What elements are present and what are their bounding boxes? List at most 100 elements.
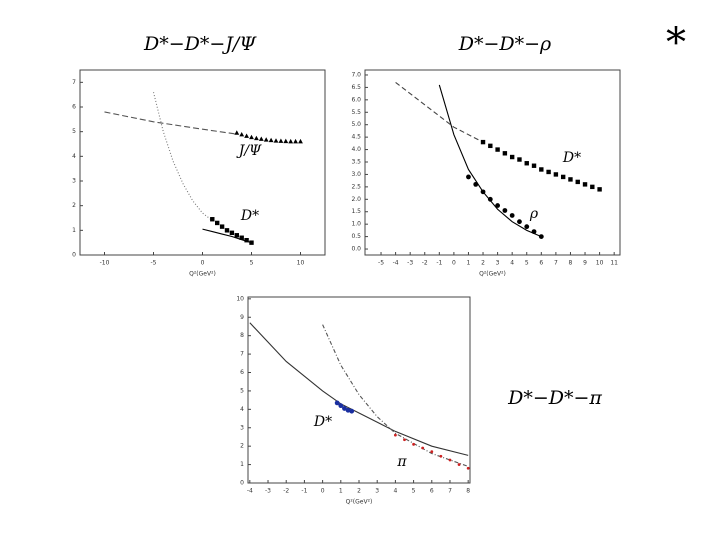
data-point	[546, 169, 551, 175]
x-tick-label: 4	[393, 488, 397, 495]
curve-label: D*	[562, 150, 581, 166]
y-tick-label: 2.5	[351, 183, 361, 190]
y-tick-label: 1.5	[351, 208, 361, 215]
x-tick-label: -3	[407, 260, 413, 267]
x-tick-label: 2	[481, 260, 485, 267]
y-tick-label: 5	[72, 128, 76, 135]
data-point	[553, 172, 559, 177]
data-point	[349, 408, 355, 414]
x-tick-label: 1	[467, 260, 471, 267]
data-point	[597, 187, 602, 192]
y-tick-label: 2.0	[351, 196, 361, 203]
data-point	[531, 163, 537, 168]
data-point	[517, 157, 522, 162]
data-point	[448, 458, 452, 462]
x-tick-label: -2	[283, 488, 289, 495]
curve-label: D*	[313, 414, 332, 430]
x-tick-label: 0	[321, 488, 325, 495]
data-point	[439, 454, 443, 458]
y-tick-label: 5.5	[351, 109, 361, 116]
curve-label: π	[396, 454, 407, 470]
data-point	[234, 130, 240, 135]
data-point	[524, 224, 530, 230]
curve-label: J/Ψ	[236, 143, 262, 159]
data-point	[495, 203, 500, 208]
data-point	[509, 154, 515, 160]
data-point	[249, 134, 254, 140]
chart-title: D*−D*−π	[507, 387, 602, 409]
x-tick-label: 8	[569, 260, 573, 267]
y-tick-label: 7	[240, 351, 244, 358]
data-point	[539, 167, 544, 172]
data-point	[258, 136, 264, 141]
y-tick-label: 5.0	[351, 121, 361, 128]
y-tick-label: 3.5	[351, 159, 361, 166]
data-point	[298, 138, 303, 144]
y-tick-label: 8	[240, 332, 244, 339]
x-tick-label: 5	[412, 488, 416, 495]
data-point	[219, 224, 225, 229]
data-point	[582, 182, 588, 187]
x-tick-label: 1	[339, 488, 343, 495]
y-tick-label: 7	[72, 79, 76, 86]
data-point	[568, 177, 573, 182]
y-tick-label: 0.5	[351, 233, 361, 240]
data-point	[473, 181, 479, 187]
y-tick-label: 6.0	[351, 96, 361, 103]
x-tick-label: 7	[554, 260, 558, 267]
x-tick-label: 6	[539, 260, 543, 267]
data-point	[509, 213, 515, 218]
y-tick-label: 6.5	[351, 84, 361, 91]
y-tick-label: 0	[240, 480, 244, 487]
x-tick-label: -3	[265, 488, 271, 495]
data-point	[466, 466, 470, 470]
y-tick-label: 2	[72, 202, 76, 209]
x-axis-label: Q²(GeV²)	[189, 271, 216, 278]
y-tick-label: 4.5	[351, 134, 361, 141]
data-point	[239, 132, 245, 137]
y-tick-label: 0	[72, 252, 76, 259]
x-tick-label: -1	[436, 260, 442, 267]
y-tick-label: 3.0	[351, 171, 361, 178]
x-tick-label: 11	[610, 260, 618, 267]
y-tick-label: 4.0	[351, 146, 361, 153]
data-point	[263, 137, 269, 142]
data-point	[338, 403, 344, 409]
x-tick-label: 5	[250, 260, 254, 267]
fit-curve	[152, 92, 213, 221]
y-tick-label: 4	[72, 153, 76, 160]
data-point	[495, 147, 500, 152]
fit-curve	[202, 228, 252, 244]
chart-title: D*−D*−ρ	[458, 33, 552, 55]
data-point	[421, 446, 425, 450]
data-point	[590, 184, 595, 190]
x-tick-label: -4	[393, 260, 399, 267]
data-point	[224, 228, 230, 233]
y-tick-label: 5	[240, 387, 244, 394]
x-tick-label: -4	[247, 488, 253, 495]
data-point	[538, 234, 544, 239]
x-axis-label: Q²(GeV²)	[346, 499, 373, 506]
data-point	[210, 217, 215, 222]
x-tick-label: -1	[301, 488, 307, 495]
x-tick-label: 3	[496, 260, 500, 267]
data-point	[215, 220, 220, 226]
data-point	[288, 138, 294, 144]
y-tick-label: 9	[240, 314, 244, 321]
data-point	[293, 138, 298, 144]
data-point	[487, 196, 493, 202]
x-tick-label: 10	[297, 260, 305, 267]
y-tick-label: 1.0	[351, 221, 361, 228]
data-point	[560, 174, 566, 180]
x-tick-label: 3	[375, 488, 379, 495]
fit-curve	[249, 322, 469, 456]
x-tick-label: -2	[422, 260, 428, 267]
data-point	[244, 238, 249, 243]
data-point	[575, 179, 580, 185]
data-point	[531, 229, 537, 235]
curve-label: D*	[240, 208, 259, 224]
data-point	[480, 139, 486, 145]
x-tick-label: -5	[378, 260, 384, 267]
data-point	[244, 133, 249, 138]
